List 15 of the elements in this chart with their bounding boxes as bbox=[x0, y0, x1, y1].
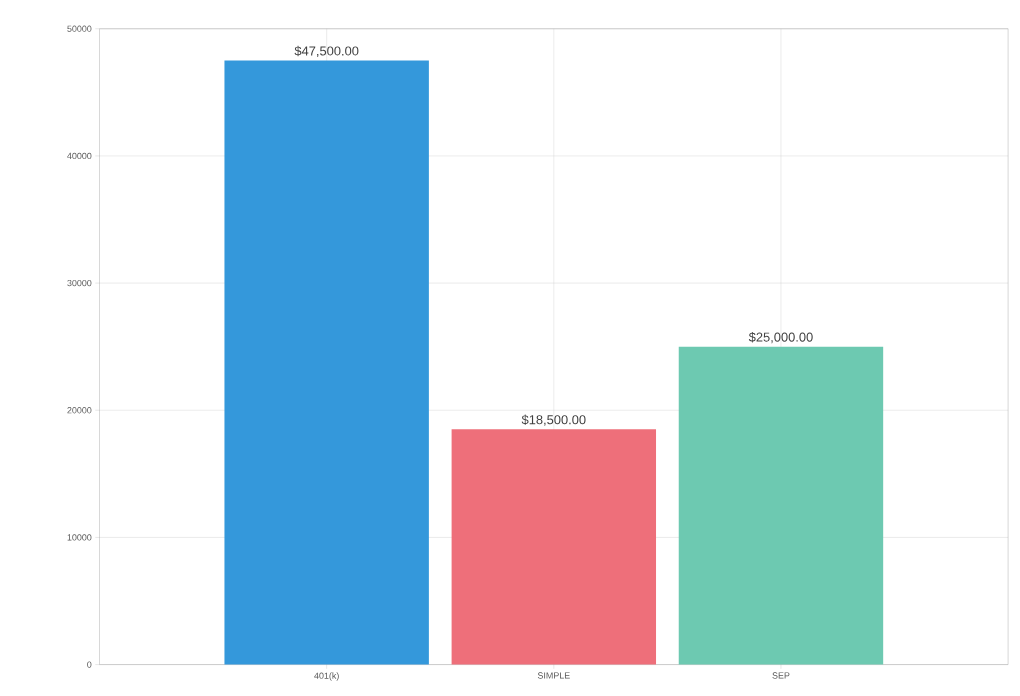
y-tick-label: 0 bbox=[87, 661, 92, 668]
bar bbox=[451, 429, 657, 665]
bar bbox=[678, 346, 884, 665]
x-tick-label: SEP bbox=[772, 672, 790, 679]
data-label: $25,000.00 bbox=[748, 331, 813, 344]
x-tick-label: 401(k) bbox=[314, 672, 339, 681]
y-tick-label: 40000 bbox=[67, 152, 92, 159]
y-tick-label: 20000 bbox=[67, 406, 92, 414]
x-tick-label: SIMPLE bbox=[537, 672, 570, 679]
y-tick-label: 30000 bbox=[67, 279, 92, 287]
bar bbox=[224, 60, 429, 665]
y-tick-label: 50000 bbox=[67, 25, 92, 32]
data-label: $18,500.00 bbox=[521, 414, 586, 426]
y-tick-label: 10000 bbox=[67, 534, 92, 541]
data-label: $47,500.00 bbox=[294, 45, 359, 57]
